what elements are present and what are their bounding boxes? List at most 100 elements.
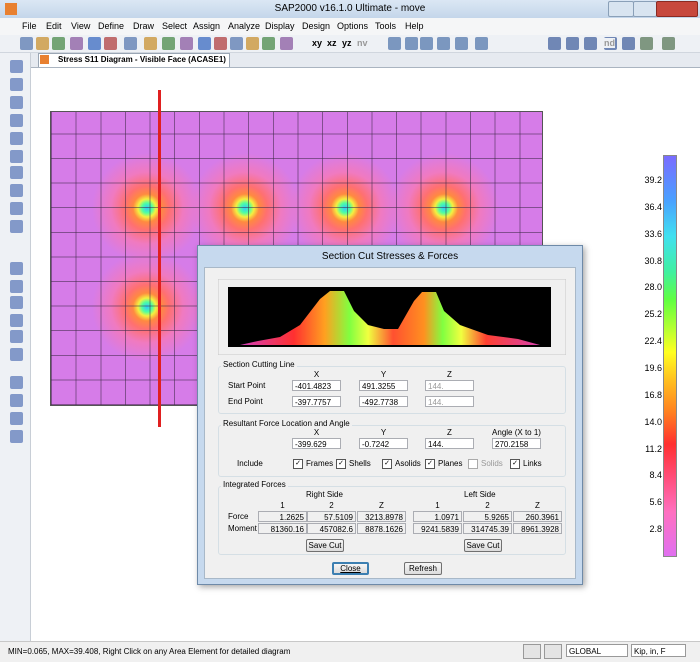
toolbar-button[interactable]: [475, 37, 488, 50]
toolbar-button[interactable]: [622, 37, 635, 50]
toolbar-button[interactable]: [640, 37, 653, 50]
toolbar-button[interactable]: [662, 37, 675, 50]
value-field: 457082.6: [307, 523, 356, 534]
toolbar-button[interactable]: [180, 37, 193, 50]
section-cut-line: [158, 90, 161, 427]
legend-label: 22.4: [644, 336, 662, 347]
left-toolbar-button[interactable]: [10, 114, 23, 127]
toolbar-button[interactable]: [566, 37, 579, 50]
toolbar-button[interactable]: [548, 37, 561, 50]
left-toolbar-button[interactable]: [10, 314, 23, 327]
view-button[interactable]: xz: [327, 38, 337, 48]
save-cut-left-button[interactable]: Save Cut: [464, 539, 502, 552]
view-button[interactable]: yz: [342, 38, 352, 48]
left-toolbar-button[interactable]: [10, 430, 23, 443]
toolbar-button[interactable]: [88, 37, 101, 50]
view-tab[interactable]: [38, 53, 230, 67]
checkbox[interactable]: ✓: [382, 459, 392, 469]
checkbox[interactable]: ✓: [425, 459, 435, 469]
menu-item[interactable]: Analyze: [228, 21, 261, 31]
toolbar-button[interactable]: [420, 37, 433, 50]
toolbar-button[interactable]: [70, 37, 83, 50]
close-button[interactable]: Close: [332, 562, 369, 575]
checkbox[interactable]: ✓: [336, 459, 346, 469]
text-field[interactable]: -397.7757: [292, 396, 341, 407]
column-header: Y: [380, 370, 387, 379]
units-select[interactable]: Kip, in, F: [631, 644, 686, 657]
menu-item[interactable]: Assign: [193, 21, 221, 31]
close-window-button[interactable]: [656, 1, 698, 17]
left-toolbar-button[interactable]: [10, 166, 23, 179]
toolbar-button[interactable]: [104, 37, 117, 50]
toolbar-button[interactable]: [162, 37, 175, 50]
left-toolbar-button[interactable]: [10, 296, 23, 309]
text-field[interactable]: 491.3255: [359, 380, 408, 391]
toolbar-button[interactable]: [198, 37, 211, 50]
toolbar-button[interactable]: [230, 37, 243, 50]
toolbar-button[interactable]: [124, 37, 137, 50]
menu-item[interactable]: View: [71, 21, 91, 31]
minimize-button[interactable]: [608, 1, 634, 17]
toolbar-button[interactable]: [388, 37, 401, 50]
left-toolbar-button[interactable]: [10, 376, 23, 389]
nd-button[interactable]: nd: [604, 38, 615, 48]
menu-item[interactable]: Draw: [133, 21, 155, 31]
toolbar-button[interactable]: [214, 37, 227, 50]
toolbar-button[interactable]: [144, 37, 157, 50]
text-field: -0.7242: [359, 438, 408, 449]
refresh-button[interactable]: Refresh: [404, 562, 442, 575]
menu-item[interactable]: Edit: [46, 21, 62, 31]
text-field[interactable]: -401.4823: [292, 380, 341, 391]
view-button[interactable]: xy: [312, 38, 323, 48]
left-toolbar-button[interactable]: [10, 78, 23, 91]
value-field: 1.2625: [258, 511, 307, 522]
left-toolbar-button[interactable]: [10, 280, 23, 293]
toolbar-button[interactable]: [405, 37, 418, 50]
left-toolbar-button[interactable]: [10, 150, 23, 163]
left-toolbar-button[interactable]: [10, 220, 23, 233]
left-toolbar-button[interactable]: [10, 202, 23, 215]
toolbar-button[interactable]: [437, 37, 450, 50]
left-toolbar-button[interactable]: [10, 348, 23, 361]
toolbar-button[interactable]: [36, 37, 49, 50]
group-title: Integrated Forces: [221, 480, 288, 489]
toolbar-button[interactable]: [455, 37, 468, 50]
menu-item[interactable]: Display: [265, 21, 295, 31]
maximize-button[interactable]: [633, 1, 657, 17]
left-toolbar-button[interactable]: [10, 262, 23, 275]
menu-item[interactable]: Help: [405, 21, 424, 31]
tab-title: Stress S11 Diagram - Visible Face (ACASE…: [58, 55, 226, 64]
legend-label: 36.4: [644, 201, 662, 212]
left-toolbar-button[interactable]: [10, 132, 23, 145]
nav-back[interactable]: [523, 644, 541, 659]
text-field[interactable]: -492.7738: [359, 396, 408, 407]
left-toolbar-button[interactable]: [10, 412, 23, 425]
menu-item[interactable]: Design: [302, 21, 331, 31]
coord-system-select[interactable]: GLOBAL: [566, 644, 628, 657]
row-label: Start Point: [228, 381, 266, 390]
toolbar-button[interactable]: [52, 37, 65, 50]
checkbox[interactable]: ✓: [293, 459, 303, 469]
toolbar-button[interactable]: [246, 37, 259, 50]
toolbar-button[interactable]: [20, 37, 33, 50]
resultant-group: [218, 425, 566, 477]
left-toolbar-button[interactable]: [10, 184, 23, 197]
save-cut-right-button[interactable]: Save Cut: [306, 539, 344, 552]
menu-item[interactable]: Tools: [375, 21, 397, 31]
left-toolbar-button[interactable]: [10, 330, 23, 343]
view-button[interactable]: nv: [357, 38, 368, 48]
toolbar-button[interactable]: [262, 37, 275, 50]
legend-label: 8.4: [649, 470, 662, 481]
toolbar-button[interactable]: [280, 37, 293, 50]
menu-item[interactable]: File: [22, 21, 37, 31]
left-toolbar-button[interactable]: [10, 60, 23, 73]
checkbox[interactable]: ✓: [510, 459, 520, 469]
menu-item[interactable]: Select: [162, 21, 188, 31]
toolbar-button[interactable]: [584, 37, 597, 50]
left-toolbar-button[interactable]: [10, 394, 23, 407]
legend-label: 30.8: [644, 255, 662, 266]
left-toolbar-button[interactable]: [10, 96, 23, 109]
nav-forward[interactable]: [544, 644, 562, 659]
menu-item[interactable]: Define: [98, 21, 125, 31]
menu-item[interactable]: Options: [337, 21, 369, 31]
